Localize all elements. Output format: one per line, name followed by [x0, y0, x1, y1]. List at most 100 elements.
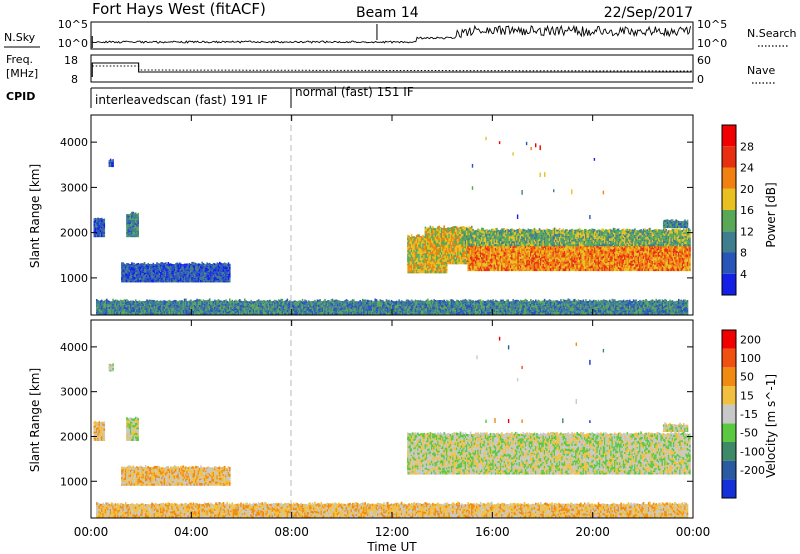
heatmap-cell — [182, 313, 185, 315]
heatmap-cell — [200, 305, 202, 309]
heatmap-cell — [304, 306, 306, 309]
heatmap-cell — [127, 303, 129, 307]
heatmap-cell — [172, 302, 175, 305]
heatmap-cell — [445, 266, 448, 270]
heatmap-cell — [333, 304, 335, 307]
heatmap-cell — [112, 309, 114, 312]
heatmap-cell — [156, 305, 158, 308]
heatmap-cell — [285, 302, 287, 305]
heatmap-cell — [271, 305, 274, 309]
heatmap-cell — [260, 311, 262, 315]
heatmap-cell — [137, 218, 139, 222]
heatmap-cell — [226, 309, 228, 312]
heatmap-cell — [259, 309, 261, 312]
heatmap-cell — [112, 301, 114, 304]
heatmap-cell — [215, 302, 217, 306]
heatmap-cell — [112, 306, 114, 310]
heatmap-cell — [134, 302, 137, 305]
heatmap-cell — [128, 310, 131, 314]
heatmap-cell — [188, 303, 191, 306]
heatmap-cell — [292, 300, 295, 303]
heatmap-cell — [346, 302, 349, 305]
heatmap-cell — [157, 306, 160, 309]
heatmap-cell — [136, 305, 138, 308]
heatmap-cell — [324, 301, 326, 304]
heatmap-cell — [297, 305, 300, 308]
heatmap-cell — [265, 303, 267, 306]
heatmap-cell — [221, 310, 223, 314]
heatmap-cell — [186, 304, 188, 308]
heatmap-cell — [236, 308, 239, 311]
heatmap-cell — [300, 304, 302, 307]
heatmap-cell — [245, 308, 247, 311]
heatmap-cell — [289, 306, 291, 308]
heatmap-cell — [133, 301, 136, 304]
heatmap-cell — [319, 312, 321, 315]
heatmap-cell — [280, 309, 282, 312]
heatmap-cell — [325, 303, 328, 306]
heatmap-cell — [185, 301, 187, 303]
heatmap-cell — [265, 301, 267, 304]
heatmap-cell — [151, 305, 153, 307]
heatmap-cell — [323, 300, 325, 304]
heatmap-cell — [279, 310, 281, 314]
heatmap-cell — [324, 298, 326, 302]
heatmap-cell — [363, 302, 365, 305]
noise-panel-frame — [90, 21, 694, 50]
heatmap-cell — [365, 301, 368, 305]
heatmap-cell — [143, 305, 146, 308]
heatmap-cell — [270, 303, 272, 306]
heatmap-cell — [114, 309, 117, 312]
heatmap-cell — [191, 304, 193, 308]
heatmap-cell — [300, 302, 302, 305]
heatmap-cell — [221, 313, 223, 315]
heatmap-cell — [207, 301, 210, 304]
heatmap-cell — [284, 311, 286, 313]
heatmap-cell — [319, 299, 321, 302]
heatmap-cell — [129, 311, 132, 314]
heatmap-cell — [160, 303, 162, 306]
heatmap-cell — [364, 304, 366, 306]
heatmap-cell — [146, 306, 148, 309]
heatmap-cell — [196, 304, 198, 306]
heatmap-cell — [276, 305, 279, 308]
heatmap-cell — [197, 313, 200, 315]
heatmap-cell — [196, 311, 198, 314]
heatmap-cell — [291, 312, 294, 315]
heatmap-cell — [141, 301, 143, 305]
heatmap-cell — [163, 313, 166, 315]
heatmap-cell — [232, 301, 235, 303]
heatmap-cell — [114, 302, 117, 306]
heatmap-cell — [197, 304, 200, 307]
cpid-segment-2: normal (fast) 151 IF — [295, 85, 414, 99]
heatmap-cell — [206, 301, 208, 305]
heatmap-cell — [195, 306, 197, 309]
heatmap-cell — [166, 312, 168, 314]
heatmap-cell — [201, 300, 203, 304]
heatmap-cell — [217, 309, 220, 312]
heatmap-cell — [265, 311, 267, 315]
heatmap-cell — [171, 301, 173, 304]
heatmap-cell — [310, 312, 313, 315]
heatmap-cell — [161, 301, 163, 304]
heatmap-cell — [112, 159, 114, 161]
heatmap-cell — [255, 303, 257, 305]
heatmap-cell — [152, 304, 155, 307]
heatmap-cell — [275, 303, 277, 307]
heatmap-cell — [328, 311, 330, 315]
heatmap-cell — [139, 303, 142, 307]
heatmap-cell — [185, 298, 187, 302]
heatmap-cell — [292, 311, 295, 314]
noise-traces — [91, 24, 691, 48]
heatmap-cell — [230, 303, 232, 307]
heatmap-cell — [129, 303, 132, 307]
heatmap-cell — [177, 307, 180, 310]
heatmap-cell — [286, 309, 289, 313]
heatmap-cell — [123, 312, 126, 315]
heatmap-cell — [118, 304, 121, 307]
heatmap-cell — [137, 212, 139, 215]
heatmap-cell — [267, 300, 270, 304]
heatmap-cell — [266, 301, 269, 304]
heatmap-cell — [122, 307, 124, 310]
heatmap-cell — [175, 305, 177, 309]
